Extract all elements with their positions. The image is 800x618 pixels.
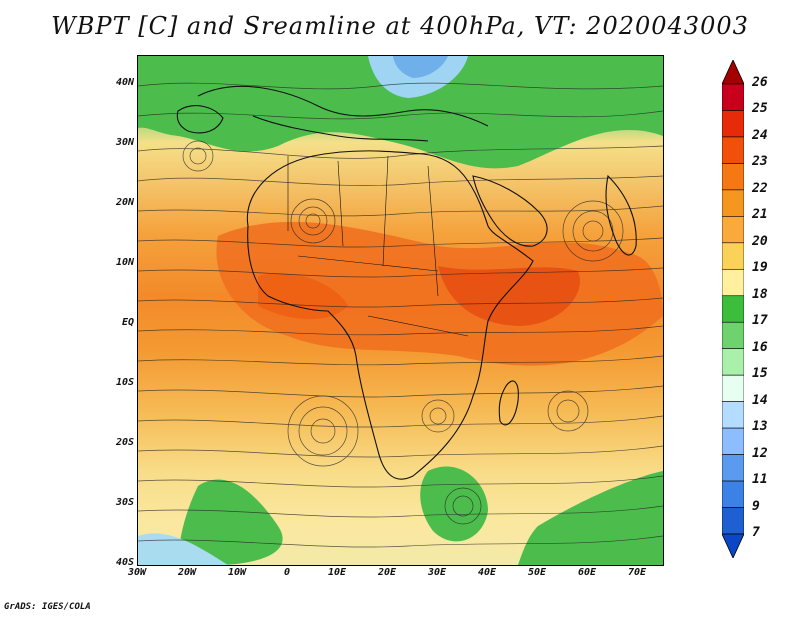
colorbar-swatch bbox=[722, 480, 744, 508]
lat-label-40s: 40S bbox=[115, 557, 134, 568]
lat-label-40n: 40N bbox=[115, 77, 134, 88]
colorbar-bottom-arrow bbox=[722, 533, 744, 558]
lon-label-20w: 20W bbox=[177, 567, 197, 578]
colorbar-label: 23 bbox=[752, 154, 768, 170]
colorbar-swatch bbox=[722, 321, 744, 350]
colorbar-label: 16 bbox=[752, 339, 768, 355]
lat-label-10n: 10N bbox=[115, 257, 134, 268]
colorbar-label: 9 bbox=[752, 498, 760, 514]
grads-credit: GrADS: IGES/COLA bbox=[4, 602, 91, 612]
lat-label-eq: EQ bbox=[121, 317, 134, 328]
colorbar-swatch bbox=[722, 242, 744, 270]
lat-label-20s: 20S bbox=[115, 437, 134, 448]
warm-core bbox=[216, 221, 663, 366]
colorbar-label: 7 bbox=[752, 525, 760, 540]
lon-label-40e: 40E bbox=[477, 567, 497, 578]
colorbar-swatch bbox=[722, 401, 744, 429]
colorbar-label: 26 bbox=[752, 75, 768, 90]
colorbar-label: 22 bbox=[752, 180, 768, 196]
colorbar-label: 15 bbox=[752, 366, 768, 382]
cold-core-north bbox=[393, 56, 448, 78]
colorbar-label: 13 bbox=[752, 419, 768, 435]
colorbar-swatch bbox=[722, 507, 744, 535]
lat-label-30s: 30S bbox=[115, 497, 134, 508]
lat-label-10s: 10S bbox=[115, 377, 134, 388]
colorbar-swatch bbox=[722, 348, 744, 376]
colorbar-label: 17 bbox=[752, 313, 768, 329]
colorbar-label: 24 bbox=[752, 127, 768, 143]
colorbar-top-arrow bbox=[722, 60, 744, 85]
cool-patch-sw bbox=[178, 479, 283, 565]
lon-label-60e: 60E bbox=[577, 567, 597, 578]
lat-label-30n: 30N bbox=[115, 137, 134, 148]
lon-label-10w: 10W bbox=[227, 567, 247, 578]
colorbar-label: 21 bbox=[752, 207, 768, 223]
coastlines bbox=[176, 85, 637, 480]
cool-patch-sa bbox=[420, 466, 488, 542]
colorbar bbox=[722, 60, 744, 558]
lon-label-30w: 30W bbox=[127, 567, 147, 578]
streamlines bbox=[138, 82, 663, 548]
colorbar-swatch bbox=[722, 216, 744, 244]
colorbar-swatch bbox=[722, 189, 744, 217]
lon-label-70e: 70E bbox=[627, 567, 647, 578]
lon-label-10e: 10E bbox=[327, 567, 347, 578]
colorbar-swatch bbox=[722, 374, 744, 402]
lon-label-30e: 30E bbox=[427, 567, 447, 578]
colorbar-label: 11 bbox=[752, 472, 768, 488]
colorbar-swatch bbox=[722, 136, 744, 164]
lon-label-50e: 50E bbox=[527, 567, 547, 578]
lon-label-0: 0 bbox=[283, 567, 291, 578]
colorbar-swatch bbox=[722, 268, 744, 297]
colorbar-swatch bbox=[722, 295, 744, 323]
colorbar-label: 20 bbox=[752, 233, 768, 249]
lon-label-20e: 20E bbox=[377, 567, 397, 578]
colorbar-swatch bbox=[722, 83, 744, 111]
colorbar-label: 14 bbox=[752, 392, 768, 408]
plot-title: WBPT [C] and Sreamline at 400hPa, VT: 20… bbox=[51, 12, 749, 40]
colorbar-label: 19 bbox=[752, 260, 768, 276]
hot-spot-east bbox=[438, 266, 580, 326]
colorbar-swatch bbox=[722, 427, 744, 455]
colorbar-label: 25 bbox=[752, 101, 768, 117]
cold-pool-south bbox=[138, 533, 228, 565]
hot-spot-west bbox=[258, 273, 348, 320]
cool-patch-se bbox=[518, 471, 663, 565]
map-canvas bbox=[138, 56, 663, 565]
colorbar-swatch bbox=[722, 163, 744, 191]
map-panel bbox=[137, 55, 664, 566]
lat-label-20n: 20N bbox=[115, 197, 134, 208]
colorbar-swatch bbox=[722, 110, 744, 138]
colorbar-label: 12 bbox=[752, 445, 768, 461]
colorbar-label: 18 bbox=[752, 286, 768, 302]
colorbar-swatch bbox=[722, 454, 744, 482]
